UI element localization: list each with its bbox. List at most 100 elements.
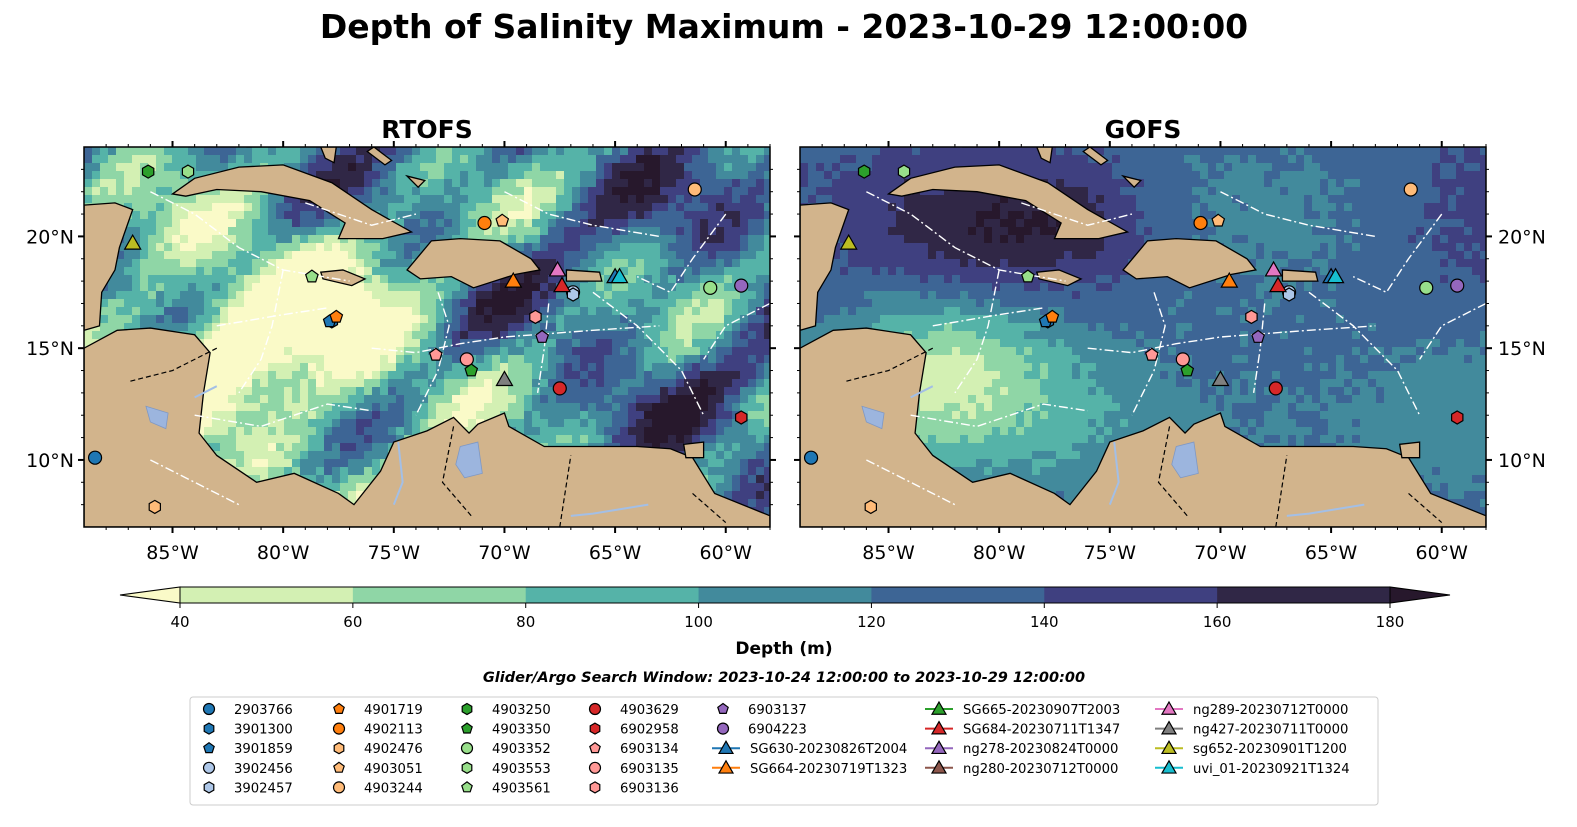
ocean-cell [212, 195, 221, 204]
ocean-cell [380, 411, 389, 420]
ocean-cell [132, 147, 141, 156]
ocean-cell [340, 371, 349, 380]
ocean-cell [928, 155, 937, 164]
ocean-cell [492, 155, 501, 164]
ocean-cell [284, 459, 293, 468]
ocean-cell [732, 419, 741, 428]
ocean-cell [324, 307, 333, 316]
ocean-cell [620, 323, 629, 332]
ocean-cell [540, 427, 549, 436]
ocean-cell [468, 323, 477, 332]
ocean-cell [292, 227, 301, 236]
ocean-cell [1296, 147, 1305, 156]
ocean-cell [284, 387, 293, 396]
ocean-cell [596, 339, 605, 348]
ocean-cell [660, 379, 669, 388]
ocean-cell [148, 267, 157, 276]
ocean-cell [484, 371, 493, 380]
ocean-cell [476, 403, 485, 412]
ocean-cell [700, 243, 709, 252]
ocean-cell [516, 171, 525, 180]
ocean-cell [716, 387, 725, 396]
ocean-cell [832, 187, 841, 196]
ocean-cell [324, 459, 333, 468]
ocean-cell [580, 259, 589, 268]
ocean-cell [684, 171, 693, 180]
ocean-cell [1152, 179, 1161, 188]
ocean-cell [372, 267, 381, 276]
ocean-cell [708, 299, 717, 308]
ocean-cell [708, 387, 717, 396]
ocean-cell [724, 211, 733, 220]
ocean-cell [1176, 163, 1185, 172]
ocean-cell [556, 371, 565, 380]
ocean-cell [164, 163, 173, 172]
ocean-cell [236, 355, 245, 364]
ocean-cell [888, 179, 897, 188]
ocean-cell [620, 395, 629, 404]
ocean-cell [124, 259, 133, 268]
ocean-cell [756, 331, 765, 340]
ocean-cell [388, 411, 397, 420]
ocean-cell [492, 395, 501, 404]
ocean-cell [748, 443, 757, 452]
ocean-cell [204, 267, 213, 276]
ocean-cell [516, 395, 525, 404]
ocean-cell [700, 291, 709, 300]
ocean-cell [300, 363, 309, 372]
ocean-cell [220, 283, 229, 292]
ocean-cell [460, 363, 469, 372]
ocean-cell [404, 331, 413, 340]
ocean-cell [596, 291, 605, 300]
ocean-cell [172, 291, 181, 300]
ocean-cell [180, 291, 189, 300]
ocean-cell [372, 275, 381, 284]
ocean-cell [684, 363, 693, 372]
ocean-cell [444, 211, 453, 220]
ocean-cell [148, 219, 157, 228]
ocean-cell [340, 307, 349, 316]
ocean-cell [308, 163, 317, 172]
ocean-cell [332, 179, 341, 188]
ocean-cell [452, 387, 461, 396]
ocean-cell [436, 315, 445, 324]
ocean-cell [460, 171, 469, 180]
marker-6903134 [428, 347, 443, 361]
ocean-cell [220, 219, 229, 228]
ocean-cell [692, 275, 701, 284]
ocean-cell [636, 219, 645, 228]
ocean-cell [108, 307, 117, 316]
ocean-cell [108, 179, 117, 188]
ocean-cell [372, 323, 381, 332]
ocean-cell [436, 387, 445, 396]
ocean-cell [180, 267, 189, 276]
ocean-cell [436, 163, 445, 172]
ocean-cell [492, 187, 501, 196]
ocean-cell [556, 243, 565, 252]
ocean-cell [516, 179, 525, 188]
ocean-cell [140, 155, 149, 164]
ocean-cell [548, 291, 557, 300]
ocean-cell [756, 171, 765, 180]
ocean-cell [612, 387, 621, 396]
ocean-cell [548, 227, 557, 236]
ocean-cell [420, 411, 429, 420]
ocean-cell [196, 219, 205, 228]
ocean-cell [1256, 187, 1265, 196]
ocean-cell [540, 435, 549, 444]
ocean-cell [468, 419, 477, 428]
ocean-cell [1064, 147, 1073, 156]
ocean-cell [748, 411, 757, 420]
ocean-cell [276, 155, 285, 164]
ocean-cell [372, 355, 381, 364]
ocean-cell [708, 155, 717, 164]
ocean-cell [1272, 155, 1281, 164]
ocean-cell [292, 443, 301, 452]
ocean-cell [364, 379, 373, 388]
ocean-cell [724, 387, 733, 396]
ocean-cell [612, 363, 621, 372]
ocean-cell [644, 403, 653, 412]
ocean-cell [284, 403, 293, 412]
ocean-cell [484, 387, 493, 396]
ocean-cell [148, 243, 157, 252]
